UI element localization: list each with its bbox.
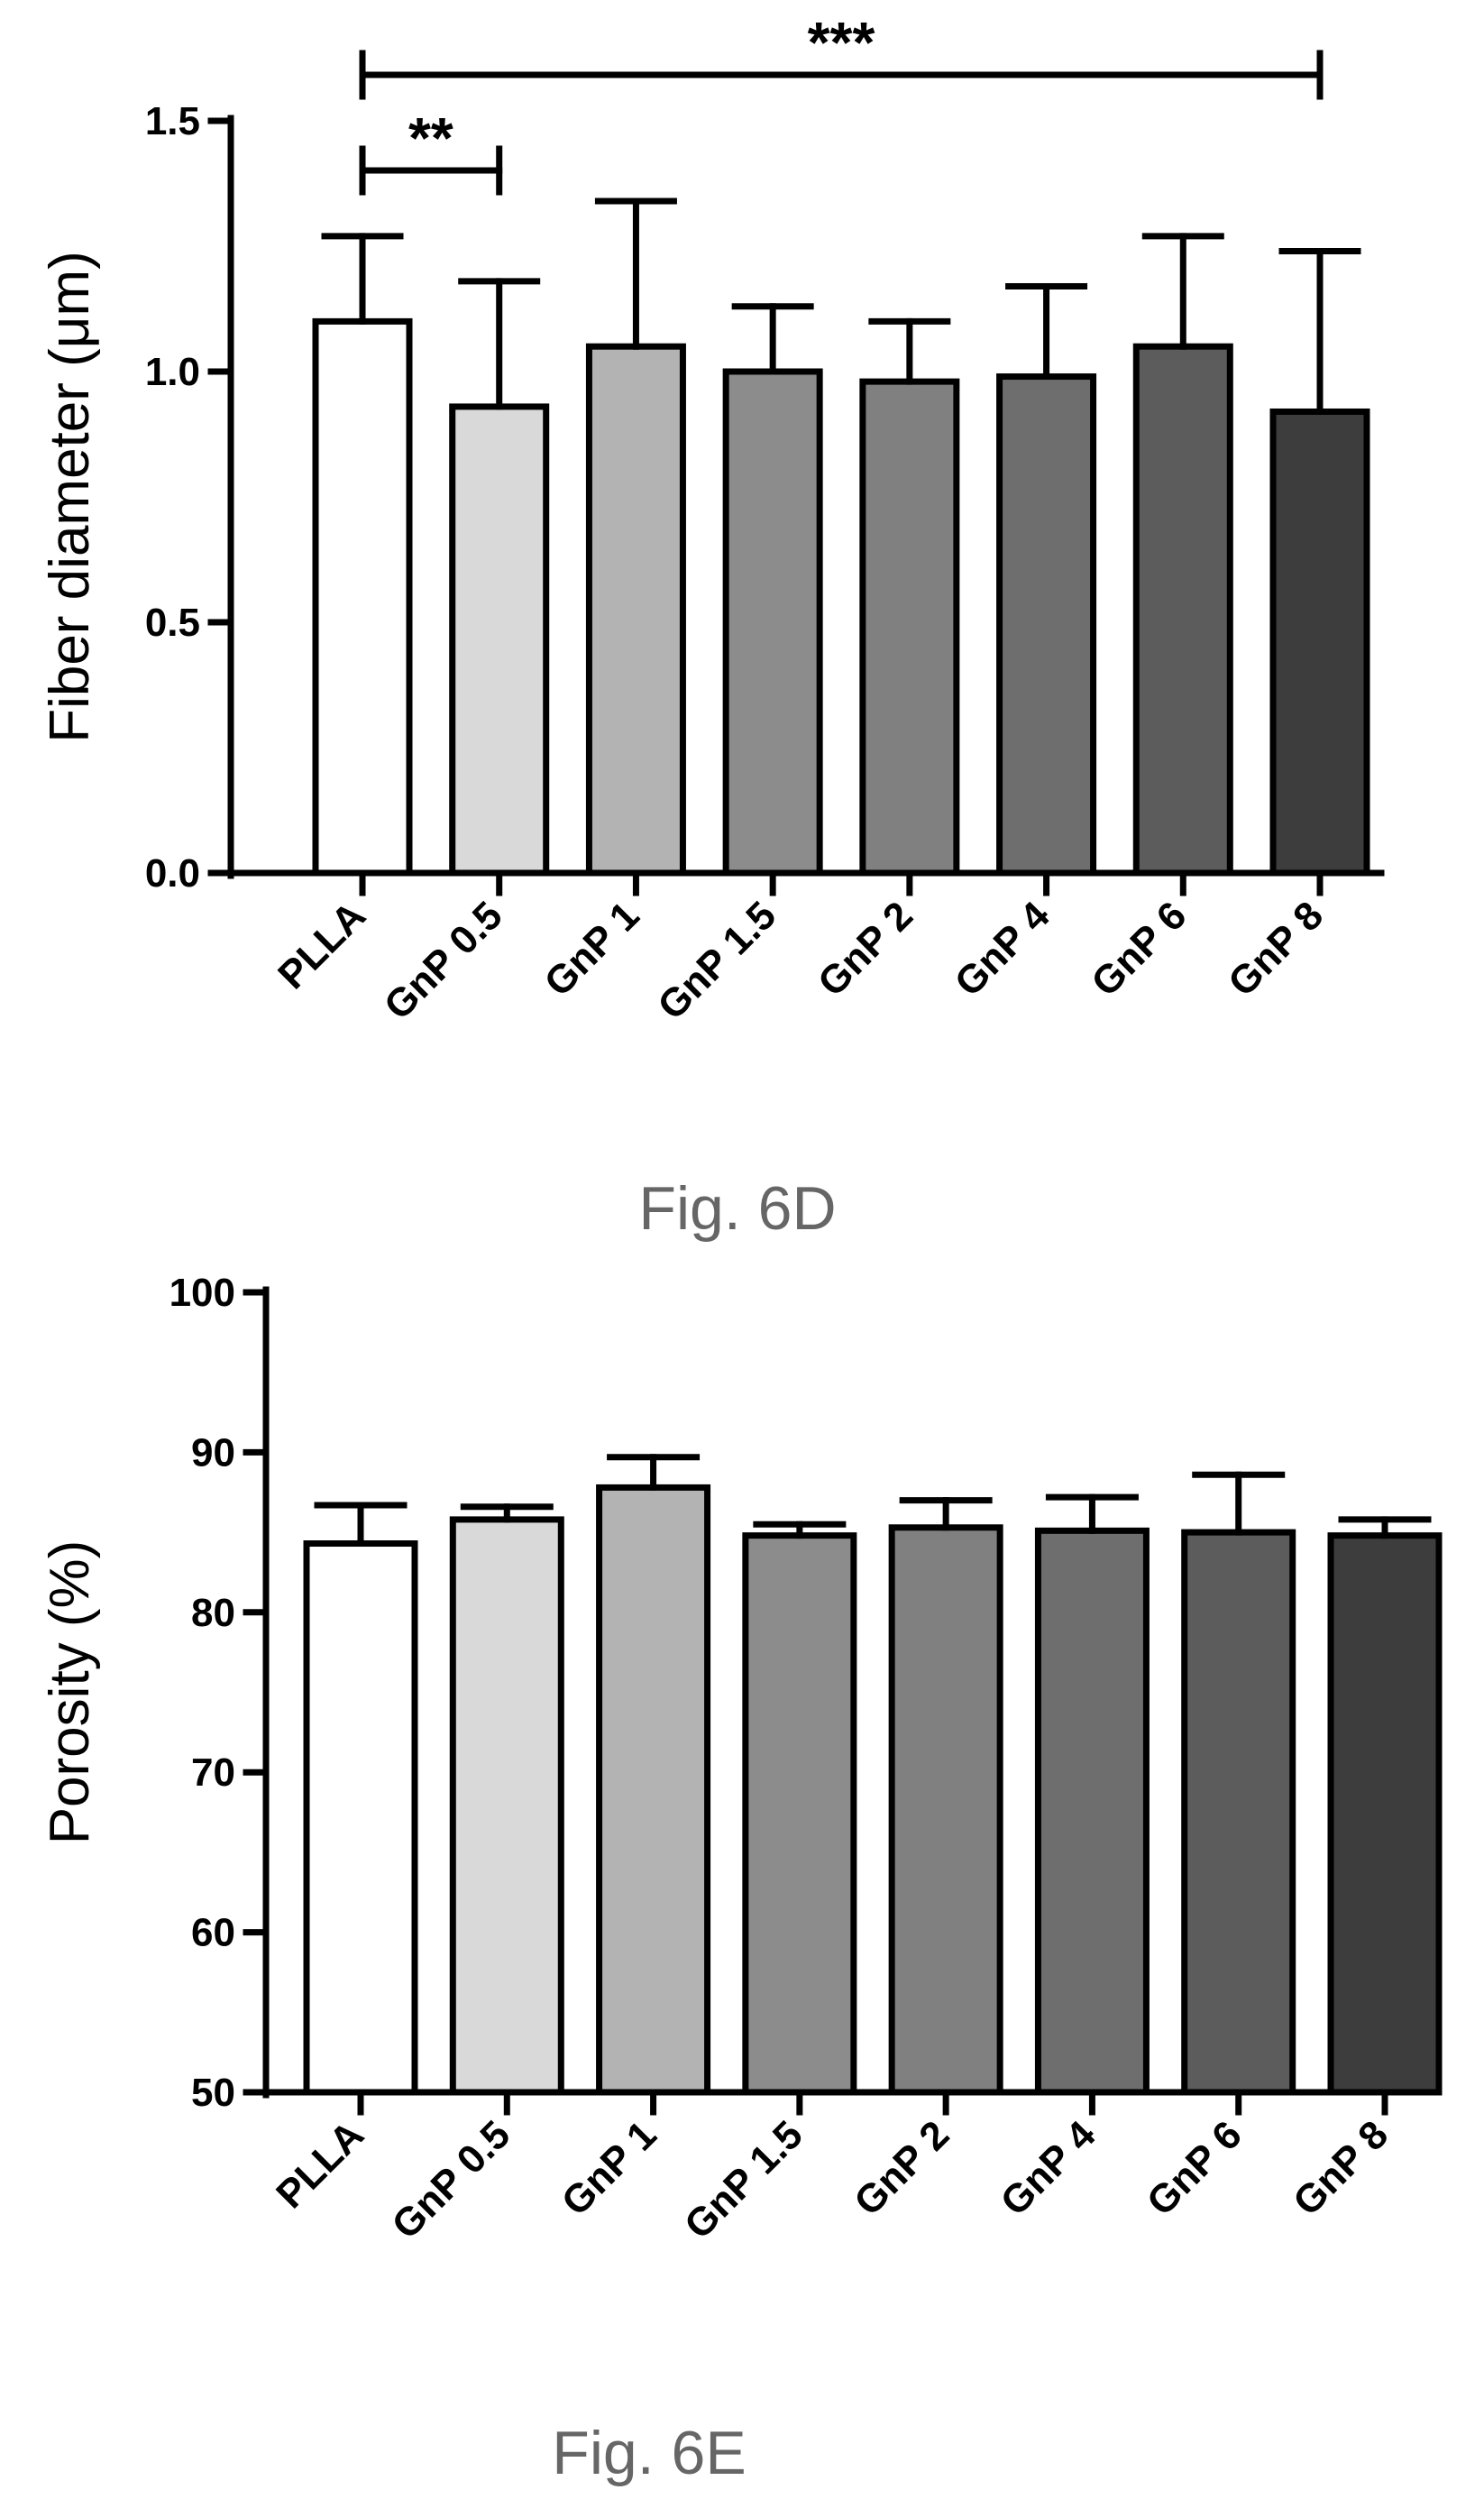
x-tick-label: GnP 2 [810, 893, 921, 1005]
x-tick-label: GnP 0.5 [383, 2112, 518, 2247]
significance-label: *** [808, 10, 875, 75]
y-tick-label: 80 [191, 1591, 235, 1635]
y-tick-label: 1.0 [145, 350, 200, 394]
bar [449, 1516, 564, 2096]
bar [742, 1532, 857, 2096]
x-tick-label: GnP 0.5 [376, 893, 511, 1028]
bar [1181, 1529, 1296, 2096]
bar [1327, 1532, 1443, 2096]
x-tick-label: GnP 6 [1083, 893, 1195, 1005]
fiber-diameter-chart: 0.0 0.5 1.0 1.5 Fiber diameter (μm) PLLA GnP 0… [39, 10, 1385, 1028]
x-tick-label: GnP 1.5 [649, 893, 784, 1028]
significance-label: ** [408, 106, 453, 170]
bar [585, 343, 686, 877]
bar [859, 378, 960, 877]
bar [312, 317, 413, 877]
x-tick-label: GnP 2 [846, 2112, 957, 2224]
y-tick-label: 70 [191, 1750, 235, 1795]
y-tick-label: 100 [169, 1271, 235, 1315]
bar [449, 403, 550, 877]
bar [1269, 408, 1370, 877]
y-tick-label: 1.5 [145, 99, 200, 143]
fig-6d-caption: Fig. 6D [638, 1174, 836, 1243]
x-tick-label: GnP 4 [993, 2112, 1104, 2224]
bar [596, 1484, 711, 2096]
bar [888, 1524, 1003, 2096]
y-tick-label: 0.0 [145, 851, 200, 896]
bar [996, 373, 1097, 877]
x-tick-label: PLLA [268, 2112, 372, 2217]
x-tick-label: GnP 8 [1220, 893, 1332, 1005]
x-tick-label: GnP 1 [536, 893, 648, 1005]
y-tick-label: 0.5 [145, 601, 200, 645]
y-tick-label: 50 [191, 2071, 235, 2115]
x-tick-label: GnP 8 [1285, 2112, 1397, 2224]
y-tick-label: 90 [191, 1430, 235, 1475]
bar [303, 1540, 418, 2096]
x-tick-label: GnP 1 [554, 2112, 665, 2224]
x-tick-label: GnP 4 [947, 893, 1058, 1005]
bar [1034, 1527, 1150, 2096]
x-tick-label: GnP 6 [1139, 2112, 1250, 2224]
x-tick-label: PLLA [270, 893, 374, 997]
x-tick-label: GnP 1.5 [676, 2112, 811, 2247]
y-axis-title: Fiber diameter (μm) [39, 251, 101, 743]
bar [722, 368, 823, 877]
y-axis-title: Porosity (%) [39, 1540, 101, 1845]
porosity-chart: 50 60 70 80 90 100 Porosity (%) PLLA GnP 0.5 GnP … [39, 1271, 1443, 2247]
bar [1132, 343, 1233, 877]
y-tick-label: 60 [191, 1911, 235, 1955]
fig-6e-caption: Fig. 6E [552, 2419, 746, 2487]
